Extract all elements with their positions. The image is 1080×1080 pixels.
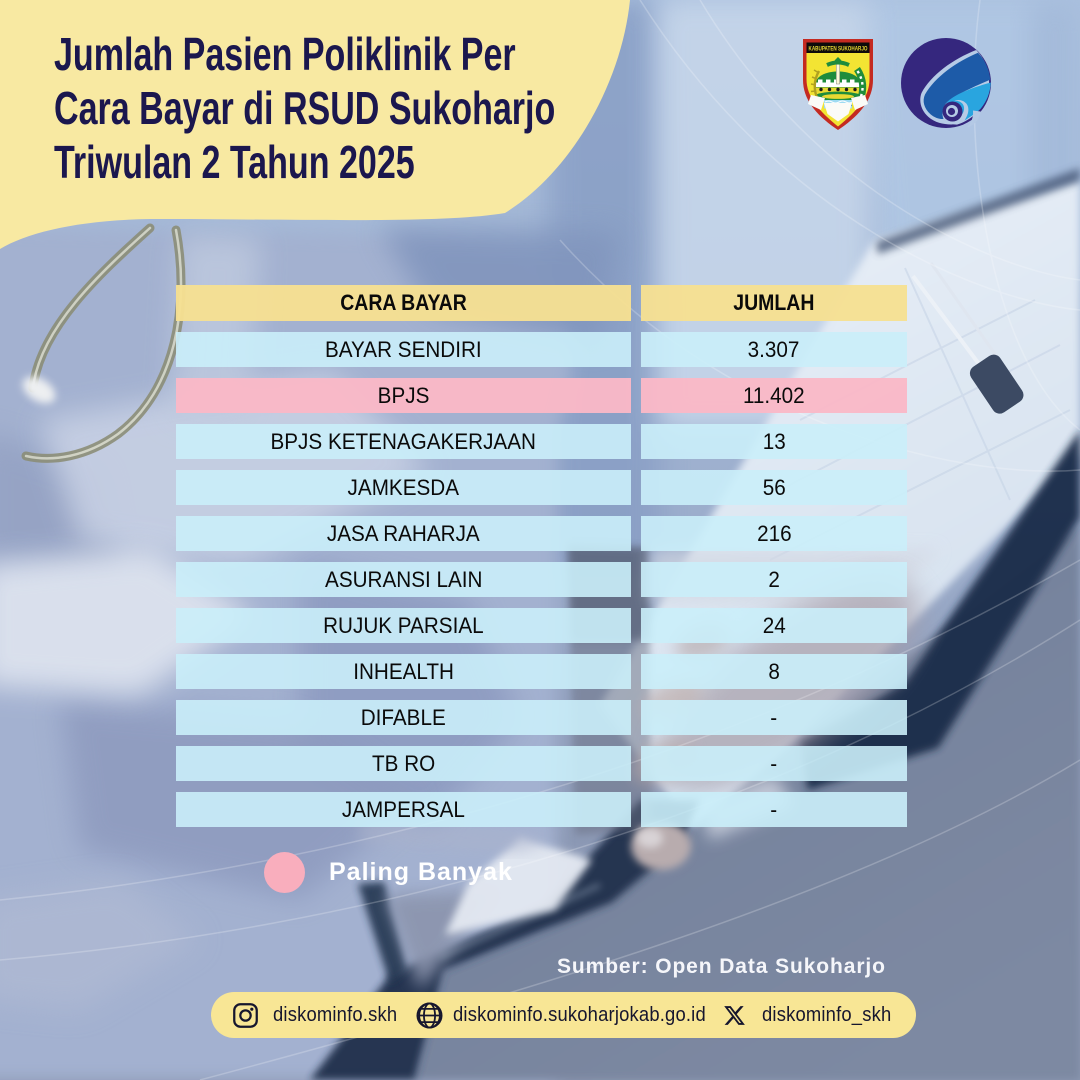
svg-text:KABUPATEN SUKOHARJO: KABUPATEN SUKOHARJO [809,46,868,52]
